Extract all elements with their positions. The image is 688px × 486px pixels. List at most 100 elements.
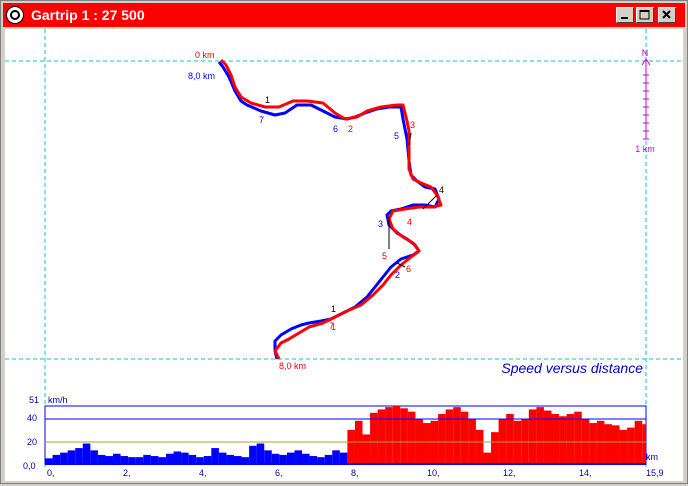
speed-bar [528,409,537,464]
speed-bar [279,454,287,464]
speed-bar [113,453,121,464]
y-tick-label: 40 [27,413,37,423]
speed-bar [445,409,454,464]
speed-bar [226,454,234,464]
maximize-button[interactable] [636,7,654,23]
minimize-button[interactable] [616,7,634,23]
x-tick-label: 2, [123,468,131,478]
speed-bar [574,411,582,464]
blue-markers: 7 6 5 3 2 [259,115,400,280]
title-bar[interactable]: Gartrip 1 : 27 500 [3,3,685,27]
speed-bar [370,412,378,464]
maximize-icon [639,10,650,20]
red-markers: 1 2 3 4 5 6 7 [331,120,415,332]
window-title: Gartrip 1 : 27 500 [31,7,145,23]
speed-bar [302,453,310,464]
black-markers: 1 1 4 [265,95,444,314]
y-tick-label: 20 [27,437,37,447]
speed-bar [52,454,61,464]
speed-bar [385,407,393,464]
end-distance-label-bottom: 8,0 km [279,361,306,371]
speed-bar [158,457,166,464]
marker-connectors [388,132,438,268]
speed-bar [218,452,227,464]
speed-bar [460,411,469,464]
black-marker: 1 [265,95,270,105]
scale-label: 1 km [635,144,655,154]
speed-bar [543,410,552,464]
speed-bar [211,448,219,464]
black-marker: 4 [439,185,444,195]
start-distance-label: 0 km [195,50,215,60]
speed-bar [559,416,567,464]
map-canvas[interactable]: N 1 km [5,29,683,481]
speed-bar [60,452,68,464]
speed-bar [241,457,250,464]
speed-bar [392,406,401,464]
speed-bar [233,456,242,464]
speed-bar [619,429,628,464]
speed-bar [196,457,204,464]
red-marker: 6 [406,264,411,274]
speed-bar [415,418,423,464]
speed-bar [362,434,371,464]
map-svg: N 1 km [5,29,683,478]
x-unit-label: km [646,452,658,462]
speed-bar [453,407,461,464]
x-tick-label: 14, [579,468,592,478]
speed-bar [491,432,499,464]
speed-bar [256,443,265,464]
speed-bar [581,418,590,464]
speed-bar [611,425,620,464]
map-grid [5,29,683,469]
speed-bar [589,423,597,464]
y-max-label: 51 [29,395,39,405]
speed-bar [143,454,151,464]
speed-bar [483,452,492,464]
red-marker: 2 [348,124,353,134]
black-marker: 1 [331,304,336,314]
speed-bar [188,454,197,464]
blue-marker: 2 [395,270,400,280]
close-button[interactable] [658,7,676,23]
speed-bar [422,423,431,464]
x-tick-labels: 0, 2, 4, 6, 8, 10, 12, 14, [47,468,592,478]
chart-title: Speed versus distance [501,360,643,376]
x-tick-label: 0, [47,468,55,478]
x-tick-label: 10, [427,468,440,478]
end-distance-label-top: 8,0 km [188,71,215,81]
speed-bar [165,453,174,464]
speed-bar [627,427,635,464]
speed-bar [475,429,484,464]
minimize-icon [621,17,628,19]
blue-marker: 5 [394,131,399,141]
speed-bar [438,413,446,464]
speed-bar [264,450,272,464]
speed-bar [128,457,136,464]
close-icon [662,10,671,19]
speed-bar [45,458,53,464]
speed-bar [271,453,280,464]
speed-bar [75,448,83,464]
speed-bar [324,454,333,464]
speed-bar [173,451,182,464]
speed-bar [566,413,575,464]
blue-marker: 6 [333,124,338,134]
app-logo-icon[interactable] [6,6,24,24]
north-arrow-icon [641,58,651,66]
speed-bar [90,450,98,464]
y-tick-label: 0,0 [23,461,36,471]
speed-bar [105,456,114,464]
x-tick-label: 4, [199,468,207,478]
speed-bar [400,408,408,464]
speed-bar [150,456,159,464]
speed-bar [181,452,189,464]
blue-marker: 3 [378,219,383,229]
speed-bar [642,424,646,464]
red-marker: 5 [382,251,387,261]
red-marker-7: 7 [329,321,334,331]
speed-bar [135,457,144,464]
red-marker: 4 [407,217,412,227]
speed-bar [498,418,507,464]
